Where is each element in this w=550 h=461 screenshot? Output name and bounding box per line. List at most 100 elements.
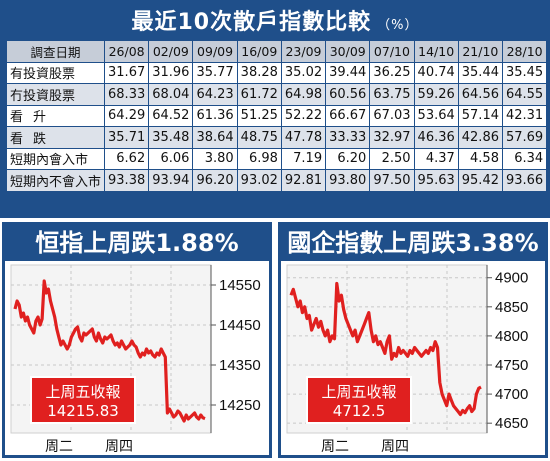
table-cell: 64.23 [192,83,238,106]
header-date: 02/09 [148,40,194,63]
table-cell: 4.37 [413,147,459,170]
table-cell: 93.38 [104,169,150,192]
table-cell: 6.62 [104,147,150,170]
y-tick-label: 14550 [219,277,261,294]
index-line [13,279,206,423]
hsi-chart-title: 恒指上周跌1.88% [5,225,269,261]
table-cell: 52.22 [280,104,327,127]
table-row: 有投資股票 31.67 31.96 35.77 38.28 35.02 39.44 36.25… [5,61,548,84]
y-tick-label: 4800 [495,328,528,345]
table-cell: 93.80 [325,169,371,192]
header-label: 調查日期 [5,40,106,63]
table-cell: 6.06 [148,147,194,170]
x-tick-label: 周二 [45,439,73,455]
table-cell: 35.45 [501,61,548,84]
table-cell: 64.98 [280,83,327,106]
header-date: 16/09 [236,40,282,63]
close-callout-value: 14215.83 [47,402,119,420]
table-cell: 93.66 [501,169,548,192]
table-cell: 68.33 [104,83,150,106]
table-cell: 35.48 [148,126,194,149]
row-label: 冇投資股票 [5,83,106,106]
table-cell: 96.20 [192,169,238,192]
table-cell: 66.67 [325,104,371,127]
header-date: 21/10 [457,40,503,63]
table-cell: 39.44 [325,61,371,84]
row-label: 看跌 [5,126,106,149]
table-cell: 38.64 [192,126,238,149]
row-label: 看升 [5,104,106,127]
index-line [289,281,482,417]
close-callout-label: 上周五收報 [321,383,396,401]
table-cell: 35.44 [457,61,503,84]
hscei-chart-panel: 國企指數上周跌3.38% 4900 4850 4800 4750 4700 4650 上周五… [278,222,548,458]
table-cell: 57.69 [501,126,548,149]
table-cell: 40.74 [413,61,459,84]
hsi-chart-panel: 恒指上周跌1.88% 14550 14450 14350 14250 上周五收報 1421… [2,222,272,458]
header-date: 30/09 [325,40,371,63]
row-label: 有投資股票 [5,61,106,84]
close-callout-box [30,376,136,424]
y-tick-label: 14350 [219,357,261,374]
table-cell: 2.50 [369,147,415,170]
y-tick-label: 4900 [495,270,528,287]
table-cell: 48.75 [236,126,282,149]
table-cell: 36.25 [369,61,415,84]
y-tick-label: 4700 [495,386,528,403]
table-cell: 68.04 [148,83,194,106]
header-date: 14/10 [413,40,459,63]
table-header-row: 調查日期 26/08 02/09 09/09 16/09 23/09 30/09 07/10… [5,40,548,63]
table-cell: 64.56 [457,83,503,106]
table-cell: 35.71 [104,126,150,149]
y-tick-label: 14250 [219,397,261,414]
table-cell: 92.81 [280,169,327,192]
x-tick-label: 周二 [321,439,349,455]
y-tick-label: 4850 [495,299,528,316]
table-cell: 51.25 [236,104,282,127]
y-tick-label: 14450 [219,317,261,334]
table-cell: 59.26 [413,83,459,106]
x-tick-label: 周四 [381,439,409,455]
table-cell: 3.80 [192,147,238,170]
table-cell: 31.67 [104,61,150,84]
close-callout-value: 4712.5 [333,402,386,420]
table-cell: 64.29 [104,104,150,127]
table-row: 看升 64.29 64.52 61.36 51.25 52.22 66.67 67.03 53.… [5,104,548,127]
header-date: 28/10 [501,40,548,63]
table-cell: 42.31 [501,104,548,127]
table-row: 看跌 35.71 35.48 38.64 48.75 47.78 33.33 32.97 46.… [5,126,548,149]
table-unit: （%） [377,18,419,33]
header-date: 23/09 [280,40,327,63]
table-cell: 95.42 [457,169,503,192]
table-cell: 42.86 [457,126,503,149]
close-callout-box [306,376,412,424]
table-cell: 32.97 [369,126,415,149]
table-cell: 7.19 [280,147,327,170]
table-cell: 95.63 [413,169,459,192]
retail-index-table: 調查日期 26/08 02/09 09/09 16/09 23/09 30/09 07/10… [5,40,548,192]
header-date: 07/10 [369,40,415,63]
y-tick-label: 4650 [495,415,528,432]
table-cell: 46.36 [413,126,459,149]
table-title-text: 最近10次散戶指數比較 [131,10,372,35]
table-cell: 38.28 [236,61,282,84]
table-cell: 67.03 [369,104,415,127]
table-cell: 47.78 [280,126,327,149]
table-cell: 6.98 [236,147,282,170]
table-cell: 4.58 [457,147,503,170]
table-title: 最近10次散戶指數比較 （%） [0,4,550,36]
table-cell: 64.52 [148,104,194,127]
retail-index-table-section: 最近10次散戶指數比較 （%） 調查日期 26/08 02/09 09/09 16/09… [0,0,550,218]
table-cell: 35.77 [192,61,238,84]
table-cell: 57.14 [457,104,503,127]
y-tick-label: 4750 [495,357,528,374]
hscei-chart-title: 國企指數上周跌3.38% [281,225,545,261]
table-cell: 35.02 [280,61,327,84]
table-cell: 61.36 [192,104,238,127]
table-cell: 53.64 [413,104,459,127]
table-cell: 64.55 [501,83,548,106]
